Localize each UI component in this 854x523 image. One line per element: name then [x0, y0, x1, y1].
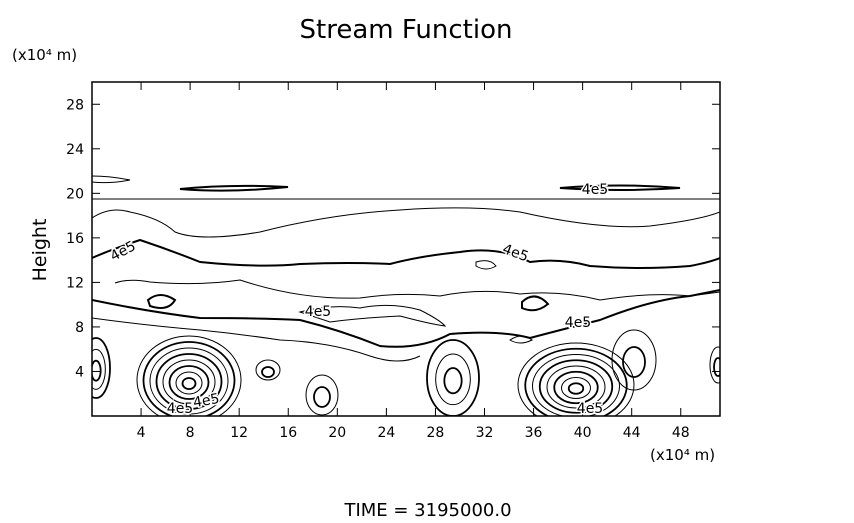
contour-line [532, 354, 620, 416]
contour-line [553, 370, 599, 405]
y-unit: (x10⁴ m) [12, 46, 77, 64]
contour-label: 4e5 [577, 401, 603, 417]
x-tick-label: 40 [574, 425, 592, 441]
contour-line [181, 377, 197, 390]
contour-line [622, 346, 646, 378]
x-tick-label: 24 [377, 425, 395, 441]
y-tick-label: 12 [66, 275, 84, 291]
x-tick-label: 36 [525, 425, 543, 441]
contour-line [713, 357, 720, 377]
contour-line [92, 175, 131, 184]
contour-line [546, 365, 606, 409]
contour-line [92, 207, 720, 238]
contour-line [149, 347, 229, 415]
x-tick-label: 4 [137, 425, 146, 441]
contour-line [92, 289, 720, 348]
x-tick-label: 16 [279, 425, 297, 441]
footer: TIME = 3195000.0 [343, 500, 511, 519]
contour-line [435, 353, 471, 406]
x-tick-label: 12 [230, 425, 248, 441]
contour-line [709, 346, 720, 384]
y-tick-label: 8 [75, 320, 84, 336]
contour-line [175, 371, 203, 395]
contour-line [114, 279, 720, 301]
contour-label: 4e5 [192, 391, 221, 411]
x-tick-label: 48 [672, 425, 690, 441]
contour-line [92, 317, 421, 362]
contour-line [142, 341, 236, 416]
contour-line [475, 260, 497, 270]
y-tick-label: 20 [66, 186, 84, 202]
y-tick-label: 16 [66, 231, 84, 247]
contour-line [524, 347, 628, 416]
contour-label: 4e5 [305, 304, 331, 320]
y-tick-label: 4 [75, 364, 84, 380]
contour-line [168, 365, 210, 400]
contour-line [255, 359, 281, 381]
x-tick-label: 28 [427, 425, 445, 441]
contour-label: 4e5 [167, 401, 193, 417]
contour-line [561, 377, 591, 399]
x-tick-label: 44 [623, 425, 641, 441]
x-tick-label: 20 [328, 425, 346, 441]
contour-line [517, 342, 635, 416]
contour-line [162, 359, 216, 405]
contour-label: 4e5 [582, 182, 608, 198]
contour-line [538, 359, 614, 414]
contour-line [146, 294, 177, 309]
contour-line [521, 295, 550, 312]
contour-line [179, 184, 289, 192]
y-tick-label: 24 [66, 142, 84, 158]
contour-line [92, 337, 111, 399]
contour-line [298, 304, 447, 327]
plot-frame [91, 81, 721, 417]
y-axis-label: Height [29, 219, 51, 282]
contour-group [92, 175, 720, 416]
contour-line [92, 359, 102, 382]
x-tick-label: 32 [476, 425, 494, 441]
y-tick-label: 28 [66, 97, 84, 113]
contour-line [313, 386, 331, 408]
contour-label: 4e5 [565, 315, 591, 331]
contour-line [92, 348, 106, 390]
contour-line [92, 238, 720, 269]
contour-line [509, 335, 533, 344]
contour-line [305, 374, 339, 416]
contour-line [611, 329, 657, 391]
x-tick-label: 8 [186, 425, 195, 441]
contour-label: 4e5 [500, 241, 530, 265]
x-unit: (x10⁴ m) [650, 446, 715, 464]
contour-line [443, 367, 463, 395]
chart-title: Stream Function [300, 15, 513, 45]
contour-line [136, 335, 242, 416]
contour-line [261, 366, 275, 378]
contour-line [426, 339, 480, 416]
contour-line [567, 382, 585, 395]
contour-line [155, 353, 223, 410]
contour-line [559, 184, 681, 191]
